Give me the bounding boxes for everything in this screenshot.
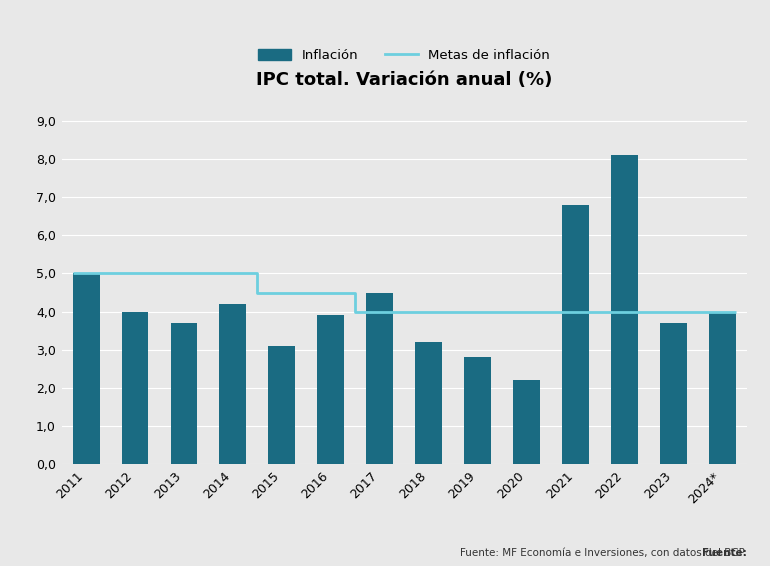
Bar: [367, 293, 393, 464]
Legend: Inflación, Metas de inflación: Inflación, Metas de inflación: [253, 43, 555, 67]
Bar: [611, 155, 638, 464]
Bar: [170, 323, 197, 464]
Text: Fuente: MF Economía e Inversiones, con datos del BCP.: Fuente: MF Economía e Inversiones, con d…: [460, 547, 747, 558]
Bar: [464, 357, 491, 464]
Bar: [72, 273, 99, 464]
Bar: [513, 380, 540, 464]
Bar: [562, 205, 589, 464]
Text: Fuente:: Fuente:: [702, 547, 747, 558]
Bar: [415, 342, 442, 464]
Bar: [660, 323, 687, 464]
Bar: [219, 304, 246, 464]
Bar: [709, 312, 736, 464]
Title: IPC total. Variación anual (%): IPC total. Variación anual (%): [256, 71, 552, 89]
Bar: [269, 346, 296, 464]
Bar: [122, 312, 149, 464]
Bar: [317, 315, 344, 464]
